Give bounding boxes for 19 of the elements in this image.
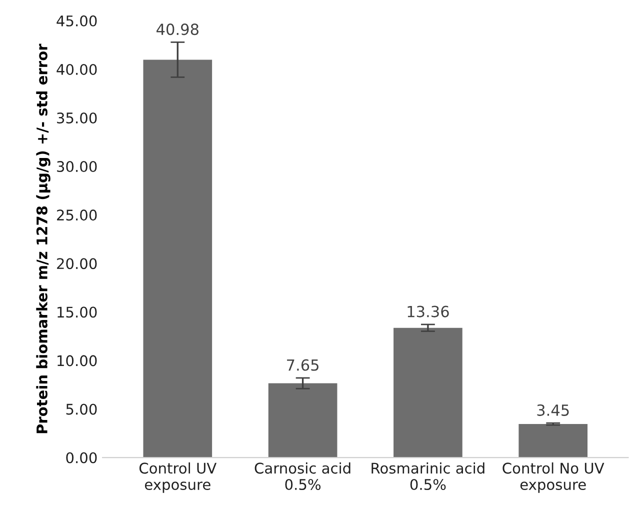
y-tick-label: 5.00 [66,404,97,415]
x-tick-label: Carnosic acid 0.5% [254,462,350,490]
y-tick-label: 25.00 [57,210,97,221]
data-label: 13.36 [408,306,449,318]
y-tick-label: 15.00 [58,306,97,318]
y-tick-label: 35.00 [57,112,97,124]
y-tick-label: 30.00 [57,161,97,172]
y-axis-title: Protein biomarker m/z 1278 (µg/g) +/- std error [36,44,50,434]
y-tick-label: 45.00 [56,15,97,26]
data-label: 40.98 [156,24,198,36]
x-tick-label: Rosmarinic acid 0.5% [372,462,484,490]
data-label: 7.65 [287,359,318,371]
y-tick-label: 20.00 [57,258,97,270]
x-tick-label: Control No UV exposure [502,462,604,493]
x-tick-label: Control UV exposure [139,462,217,493]
data-label: 3.45 [537,404,569,416]
y-tick-label: 10.00 [58,355,97,366]
y-tick-label: 40.00 [56,64,97,75]
y-tick-label: 0.00 [66,452,97,464]
